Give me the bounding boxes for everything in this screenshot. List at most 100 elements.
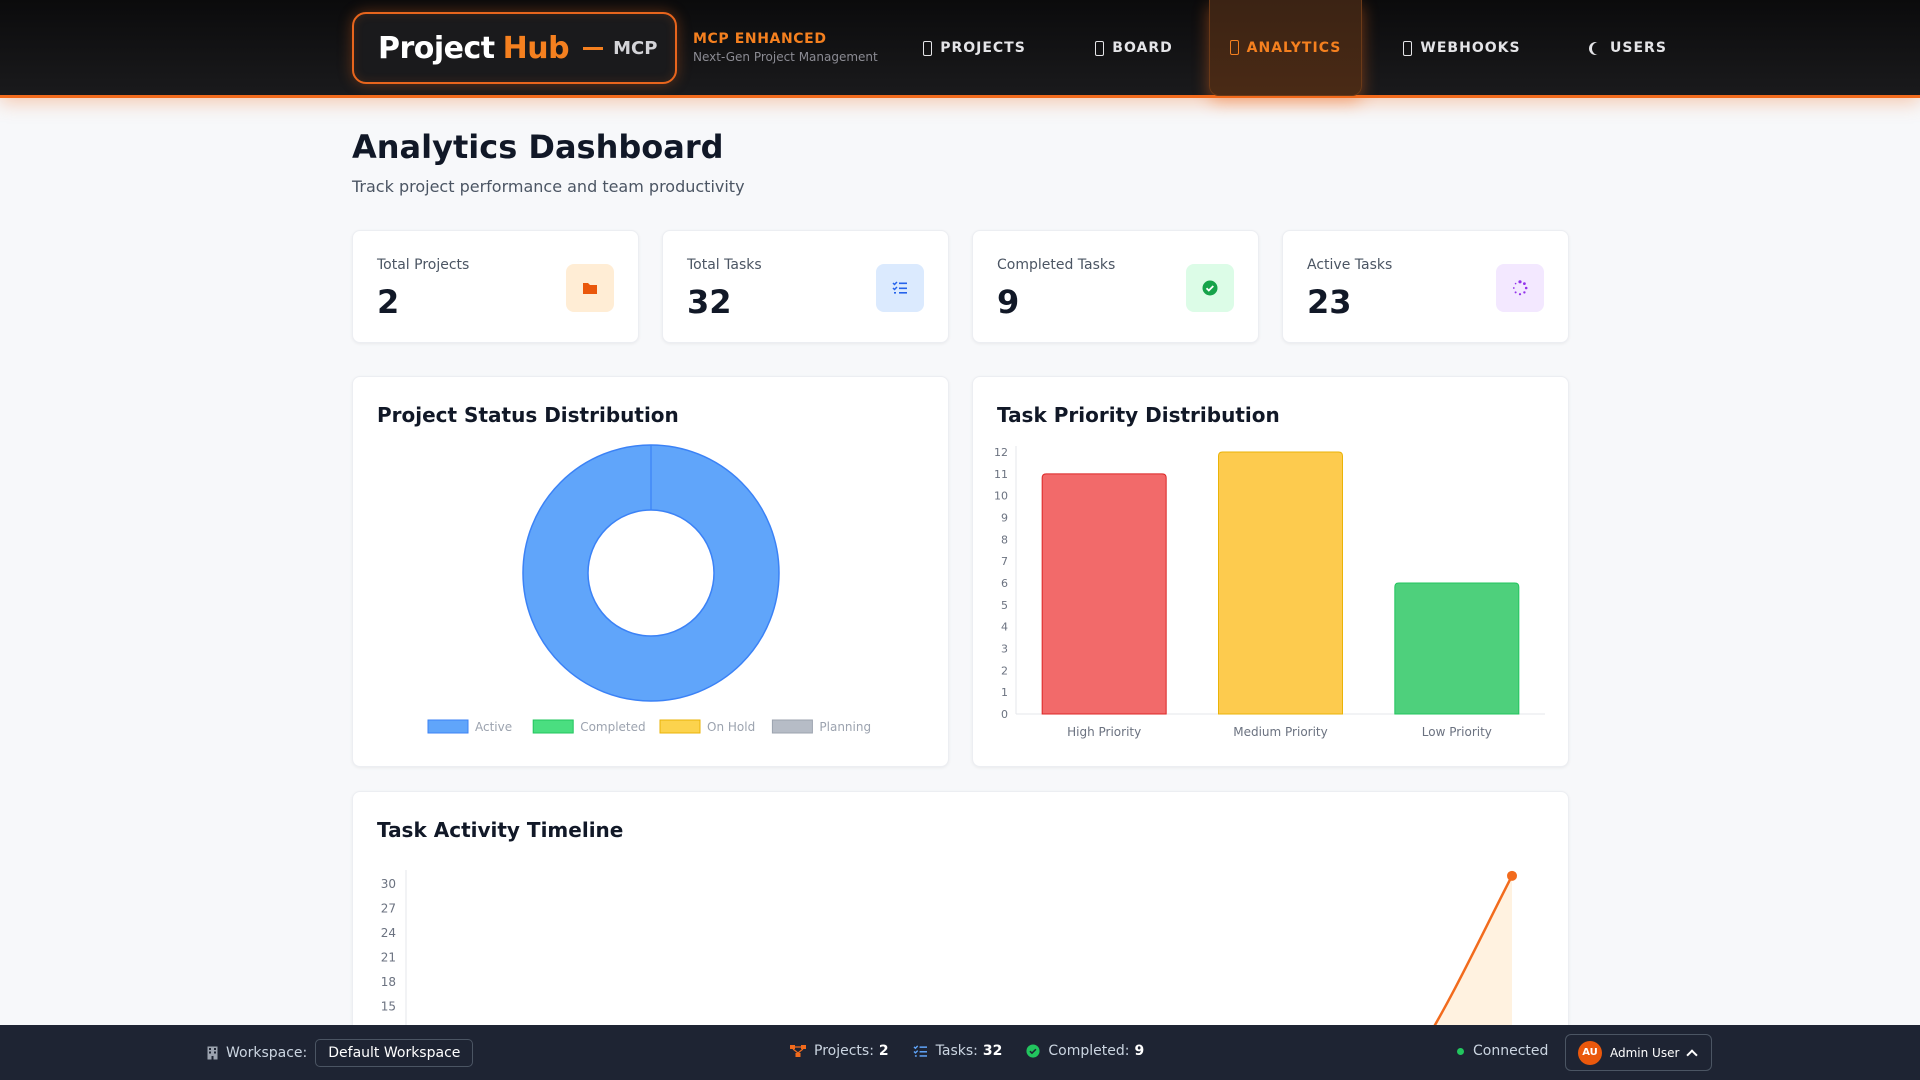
y-tick-label: 15	[381, 1000, 396, 1014]
stat-value: 32	[687, 283, 732, 321]
footer-tasks-label: Tasks:	[935, 1043, 978, 1059]
connection-dot-icon	[1457, 1047, 1464, 1055]
panel-title: Task Activity Timeline	[377, 818, 624, 842]
workspace-dropdown[interactable]: Default Workspace	[315, 1039, 474, 1067]
nav-users-label: USERS	[1610, 40, 1667, 56]
stat-value: 23	[1307, 283, 1352, 321]
stat-label: Total Projects	[377, 257, 470, 273]
y-tick-label: 27	[381, 902, 396, 916]
chevron-up-icon	[1686, 1048, 1699, 1061]
task-activity-line-chart: 15 18 21 24 27 30	[381, 870, 1517, 1052]
legend-swatch-on-hold	[659, 719, 701, 734]
footer-tasks-stat: Tasks: 32	[913, 1043, 1003, 1059]
y-tick-label: 18	[381, 975, 396, 989]
y-tick-label: 7	[1001, 555, 1008, 568]
nav-analytics[interactable]: ANALYTICS	[1209, 0, 1362, 96]
panel-title: Project Status Distribution	[377, 403, 679, 427]
stat-card-active-tasks: Active Tasks 23	[1282, 230, 1569, 343]
legend-swatch-completed	[532, 719, 574, 734]
timeline-point	[1507, 870, 1517, 881]
task-list-icon	[913, 1044, 927, 1057]
footer-completed-value: 9	[1134, 1043, 1145, 1059]
nav-projects[interactable]: PROJECTS	[907, 0, 1042, 96]
footer-projects-label: Projects:	[814, 1043, 874, 1059]
page-subtitle: Track project performance and team produ…	[352, 177, 745, 196]
connection-status: Connected	[1457, 1043, 1548, 1059]
tagline-sub: Next-Gen Project Management	[693, 50, 878, 64]
y-tick-label: 4	[1001, 621, 1008, 634]
moon-icon	[1592, 42, 1605, 55]
user-name: Admin User	[1610, 1045, 1680, 1060]
avatar: AU	[1578, 1040, 1602, 1065]
bar-low-priority	[1394, 582, 1520, 715]
nav-board[interactable]: BOARD	[1074, 0, 1194, 96]
tagline-main: MCP ENHANCED	[693, 31, 827, 47]
project-status-donut-chart: Active Completed On Hold Planning	[427, 444, 871, 734]
footer-completed-label: Completed:	[1048, 1043, 1130, 1059]
stat-label: Active Tasks	[1307, 257, 1393, 273]
status-footer: Workspace: Default Workspace Projects: 2…	[0, 1025, 1920, 1080]
y-tick-label: 24	[381, 926, 396, 940]
timeline-area-fill	[1419, 875, 1512, 1052]
stat-label: Total Tasks	[687, 257, 762, 273]
footer-projects-stat: Projects: 2	[790, 1043, 889, 1059]
y-tick-label: 2	[1001, 664, 1008, 677]
nav-analytics-label: ANALYTICS	[1246, 39, 1342, 56]
legend-label-planning: Planning	[819, 720, 871, 734]
project-diagram-icon	[790, 1045, 806, 1057]
legend-swatch-active	[427, 719, 469, 734]
nav-users[interactable]: USERS	[1582, 0, 1674, 96]
stat-card-completed-tasks: Completed Tasks 9	[972, 230, 1259, 343]
task-list-icon	[876, 264, 924, 312]
logo-project-text: Project	[378, 30, 495, 66]
legend-label-completed: Completed	[580, 720, 645, 734]
y-tick-label: 21	[381, 951, 396, 965]
nav-webhooks-label: WEBHOOKS	[1420, 40, 1521, 56]
app-logo[interactable]: Project Hub MCP	[352, 12, 677, 84]
x-tick-label: High Priority	[1067, 725, 1141, 739]
legend-label-active: Active	[475, 720, 512, 734]
y-tick-label: 10	[994, 490, 1008, 503]
folder-icon	[923, 40, 933, 56]
y-tick-label: 9	[1001, 512, 1008, 525]
legend-swatch-planning	[771, 719, 813, 734]
nav-projects-label: PROJECTS	[940, 40, 1026, 56]
bar-high-priority	[1041, 473, 1167, 715]
x-tick-label: Medium Priority	[1233, 725, 1328, 739]
stat-card-total-tasks: Total Tasks 32	[662, 230, 949, 343]
x-tick-label: Low Priority	[1422, 725, 1492, 739]
page-title: Analytics Dashboard	[352, 128, 724, 166]
spinner-icon	[1496, 264, 1544, 312]
webhook-icon	[1403, 40, 1413, 56]
workspace-label: Workspace:	[226, 1045, 308, 1061]
donut-inner-edge	[587, 509, 715, 637]
nav-webhooks[interactable]: WEBHOOKS	[1392, 0, 1532, 96]
stat-value: 2	[377, 283, 400, 321]
y-tick-label: 8	[1001, 533, 1008, 546]
building-icon	[207, 1046, 218, 1060]
nav-board-label: BOARD	[1112, 40, 1173, 56]
project-status-panel: Project Status Distribution Active Comple…	[352, 376, 949, 767]
folder-icon	[566, 264, 614, 312]
y-tick-label: 12	[994, 446, 1008, 459]
y-tick-label: 6	[1001, 577, 1008, 590]
y-tick-label: 0	[1001, 708, 1008, 721]
bar-medium-priority	[1218, 451, 1343, 715]
logo-mcp-text: MCP	[613, 37, 658, 59]
y-tick-label: 1	[1001, 686, 1008, 699]
footer-completed-stat: Completed: 9	[1026, 1043, 1144, 1059]
user-menu-button[interactable]: AU Admin User	[1565, 1034, 1712, 1071]
check-circle-icon	[1026, 1044, 1040, 1058]
logo-dash	[583, 46, 604, 50]
footer-tasks-value: 32	[982, 1043, 1003, 1059]
connection-label: Connected	[1473, 1043, 1549, 1059]
stat-value: 9	[997, 283, 1020, 321]
y-tick-label: 11	[994, 468, 1008, 481]
top-navbar: Project Hub MCP MCP ENHANCED Next-Gen Pr…	[0, 0, 1920, 98]
y-tick-label: 30	[381, 877, 396, 891]
workspace-selector: Workspace: Default Workspace	[207, 1039, 474, 1067]
chart-icon	[1229, 40, 1239, 55]
footer-projects-value: 2	[878, 1043, 889, 1059]
footer-stats: Projects: 2 Tasks: 32 Completed: 9	[790, 1043, 1168, 1059]
